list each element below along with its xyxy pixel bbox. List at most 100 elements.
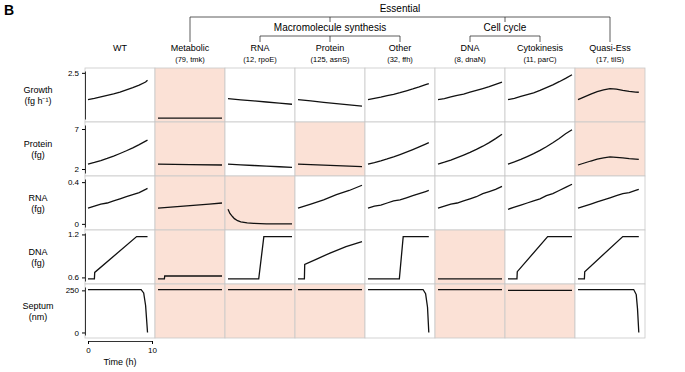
- row-label: DNA: [28, 247, 47, 257]
- panel-frame: [435, 122, 505, 176]
- panel-frame: [365, 176, 435, 230]
- row-unit: (fg): [31, 258, 45, 268]
- panel: [575, 230, 645, 284]
- y-axis: 0 250: [66, 286, 86, 337]
- panel: [155, 122, 225, 176]
- panel-frame: [575, 122, 645, 176]
- trace-line: [368, 143, 429, 165]
- group-bracket: [260, 36, 400, 42]
- plot-area: [228, 164, 292, 167]
- panel: [85, 176, 155, 230]
- plot-area: [158, 276, 222, 279]
- x-tick-mark: [88, 341, 89, 344]
- group-bracket: [470, 36, 540, 42]
- column-label: Metabolic: [171, 43, 210, 53]
- panel-frame: [295, 122, 365, 176]
- plot-area: [298, 242, 362, 279]
- x-axis-line: [89, 341, 153, 342]
- panel: [365, 230, 435, 284]
- x-tick: 0: [86, 341, 91, 355]
- panel: [85, 284, 155, 338]
- y-tick: 250: [66, 286, 85, 295]
- y-tick-label: 0.6: [68, 273, 80, 282]
- y-tick-label: 250: [66, 286, 80, 295]
- y-tick-mark: [82, 277, 85, 278]
- panel: [155, 176, 225, 230]
- panel: [435, 122, 505, 176]
- trace-line: [508, 237, 572, 279]
- column-label: Other: [389, 43, 412, 53]
- plot-area: [438, 278, 502, 279]
- row-label: Protein: [24, 139, 53, 149]
- plot-area: [578, 157, 639, 165]
- y-tick-label: 0.4: [68, 178, 80, 187]
- panel-frame: [435, 284, 505, 338]
- panel: [85, 122, 155, 176]
- panel-frame: [85, 284, 155, 338]
- trace-line: [88, 237, 148, 279]
- y-tick: 7: [75, 125, 85, 134]
- plot-area: [578, 189, 639, 208]
- panel: [155, 68, 225, 122]
- panel-frame: [435, 176, 505, 230]
- x-tick-mark: [152, 341, 153, 344]
- y-tick-label: 7: [75, 125, 80, 134]
- panel: [85, 68, 155, 122]
- trace-line: [578, 89, 639, 100]
- y-tick: 1.2: [68, 230, 85, 239]
- trace-line: [298, 164, 362, 166]
- y-tick-label: 0: [75, 329, 80, 338]
- bracket-line: [190, 17, 610, 18]
- panel-frame: [435, 68, 505, 122]
- panel: [365, 176, 435, 230]
- panel-frame: [505, 68, 575, 122]
- panel-frame: [85, 176, 155, 230]
- y-tick-mark: [82, 169, 85, 170]
- plot-area: [298, 185, 362, 208]
- panel-frame: [575, 176, 645, 230]
- bracket-drop: [190, 17, 191, 42]
- y-tick: 2: [75, 165, 85, 174]
- panel-frame: [505, 176, 575, 230]
- trace-line: [228, 209, 292, 224]
- panel-frame: [365, 68, 435, 122]
- panel: [575, 176, 645, 230]
- trace-line: [88, 290, 148, 333]
- panel-frame: [435, 230, 505, 284]
- panel: [225, 68, 295, 122]
- plot-area: [508, 290, 572, 291]
- trace-line: [578, 189, 639, 208]
- panel-frame: [85, 68, 155, 122]
- y-tick: 0.4: [68, 178, 85, 187]
- bracket-drop: [400, 36, 401, 42]
- trace-line: [88, 80, 148, 99]
- plot-area: [368, 237, 429, 279]
- y-axis-line: [85, 234, 86, 282]
- panel: [365, 68, 435, 122]
- y-tick: 0: [75, 220, 85, 229]
- panel: [365, 284, 435, 338]
- column-label: WT: [113, 43, 127, 53]
- plot-area: [88, 80, 148, 99]
- panel-frame: [505, 122, 575, 176]
- row-unit: (fg): [31, 150, 45, 160]
- trace-line: [88, 188, 148, 208]
- panel-frame: [295, 230, 365, 284]
- panel: [505, 284, 575, 338]
- y-tick-mark: [82, 182, 85, 183]
- y-axis: 27: [75, 125, 86, 174]
- column-label: RNA: [250, 43, 269, 53]
- plot-area: [298, 289, 362, 290]
- column-detail: (12, rpoE): [243, 55, 277, 64]
- column-label: Cytokinesis: [517, 43, 564, 53]
- panel-frame: [225, 176, 295, 230]
- trace-line: [228, 237, 292, 279]
- trace-line: [158, 276, 222, 279]
- plot-area: [368, 290, 429, 333]
- column-detail: (17, tilS): [596, 55, 624, 64]
- column-detail: (8, dnaN): [454, 55, 486, 64]
- trace-line: [158, 117, 222, 118]
- y-tick-label: 0: [75, 220, 80, 229]
- y-axis-line: [85, 126, 86, 174]
- trace-line: [368, 290, 429, 333]
